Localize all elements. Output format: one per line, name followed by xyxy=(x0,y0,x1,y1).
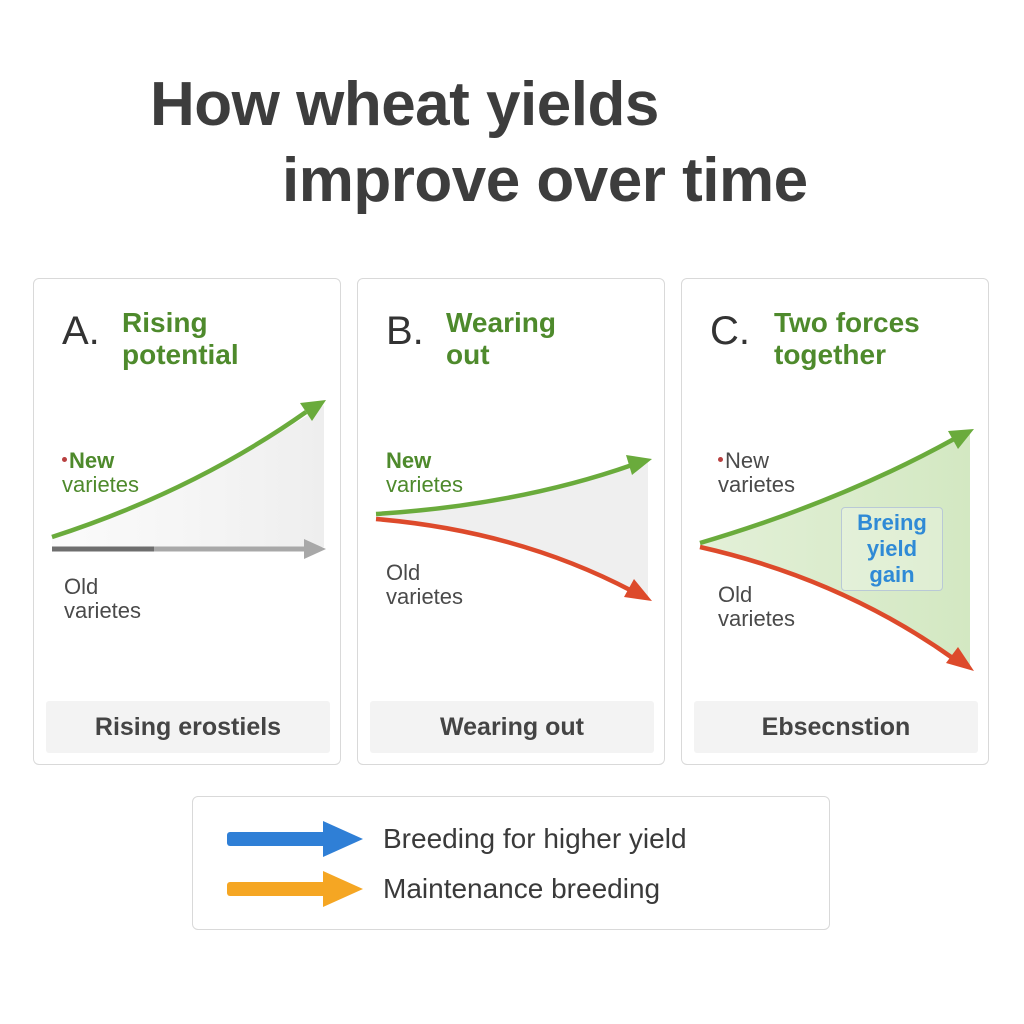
yield-gain-label: Breing yield gain xyxy=(841,507,943,591)
blue-arrow-icon xyxy=(227,821,363,857)
panel-b-caption: Wearing out xyxy=(370,701,654,753)
marker-dot-icon xyxy=(718,457,723,462)
new-varieties-arrowhead xyxy=(626,455,652,475)
old-varieties-label: Old varietes xyxy=(386,560,464,609)
new-varieties-label: New varietes xyxy=(718,448,796,497)
panel-two-forces-together: C. Two forces together New varietes Old … xyxy=(681,278,989,765)
title-line-2: improve over time xyxy=(282,146,808,215)
panel-c-heading: Two forces together xyxy=(774,307,920,371)
marker-dot-icon xyxy=(62,457,67,462)
old-varieties-arrowhead xyxy=(946,647,974,671)
new-varieties-arrowhead xyxy=(948,429,974,449)
panel-rising-potential: A. Rising potential New varietes Old var… xyxy=(33,278,341,765)
panel-c-caption: Ebsecnstion xyxy=(694,701,978,753)
old-varieties-label: Old varietes xyxy=(718,582,796,631)
old-varieties-arrowhead xyxy=(624,579,652,601)
legend-label: Maintenance breeding xyxy=(383,873,661,904)
legend: Breeding for higher yield Maintenance br… xyxy=(192,796,830,930)
panel-a-caption: Rising erostiels xyxy=(46,701,330,753)
orange-arrow-icon xyxy=(227,871,363,907)
old-varieties-arrowhead xyxy=(304,539,326,559)
panel-b-letter: B. xyxy=(386,309,424,353)
new-varieties-label: New varietes xyxy=(62,448,140,497)
old-varieties-label: Old varietes xyxy=(64,574,142,623)
panel-a-letter: A. xyxy=(62,309,100,353)
new-varieties-label: New varietes xyxy=(386,448,464,497)
panel-a-heading: Rising potential xyxy=(122,307,239,371)
panel-b-heading: Wearing out xyxy=(446,307,556,371)
legend-label: Breeding for higher yield xyxy=(383,823,687,854)
panel-wearing-out: B. Wearing out New varietes Old varietes… xyxy=(357,278,665,765)
panel-c-letter: C. xyxy=(710,309,750,353)
new-varieties-arrowhead xyxy=(300,400,326,421)
title-line-1: How wheat yields xyxy=(150,70,659,139)
